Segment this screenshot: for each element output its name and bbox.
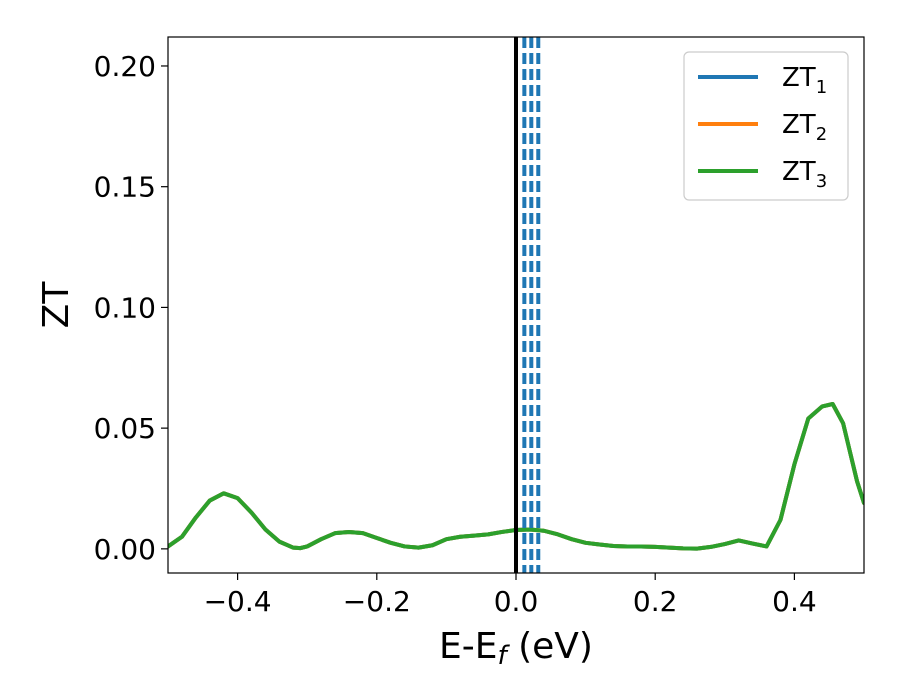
legend-label: ZT3 bbox=[782, 157, 827, 192]
legend-label: ZT1 bbox=[782, 63, 827, 98]
legend-entry: ZT1 bbox=[698, 63, 827, 98]
x-tick-label: 0.2 bbox=[633, 585, 678, 618]
series-layer bbox=[168, 401, 864, 551]
legend-label: ZT2 bbox=[782, 110, 827, 145]
x-tick-label: 0.4 bbox=[772, 585, 817, 618]
y-ticks: 0.00 0.05 0.10 0.15 0.20 bbox=[94, 50, 168, 566]
y-tick-label: 0.20 bbox=[94, 50, 156, 83]
y-tick-label: 0.10 bbox=[94, 291, 156, 324]
x-tick-label: 0.0 bbox=[494, 585, 539, 618]
x-tick-label: −0.4 bbox=[204, 585, 272, 618]
vertical-lines-layer bbox=[514, 37, 541, 573]
x-axis-label-unit: (eV) bbox=[507, 626, 593, 667]
x-axis-label: E-Ef (eV) bbox=[439, 626, 593, 671]
x-ticks: −0.4 −0.2 0.0 0.2 0.4 bbox=[204, 573, 817, 618]
y-tick-label: 0.15 bbox=[94, 171, 156, 204]
y-tick-label: 0.00 bbox=[94, 533, 156, 566]
x-axis-label-main: E-E bbox=[439, 626, 497, 667]
legend-entry: ZT3 bbox=[698, 157, 827, 192]
y-tick-label: 0.05 bbox=[94, 412, 156, 445]
legend-box bbox=[683, 51, 849, 201]
legend: ZT1 ZT2 ZT3 bbox=[683, 51, 849, 201]
y-axis-label: ZT bbox=[36, 281, 77, 329]
x-tick-label: −0.2 bbox=[343, 585, 411, 618]
series-line-3 bbox=[168, 401, 864, 551]
legend-entry: ZT2 bbox=[698, 110, 827, 145]
